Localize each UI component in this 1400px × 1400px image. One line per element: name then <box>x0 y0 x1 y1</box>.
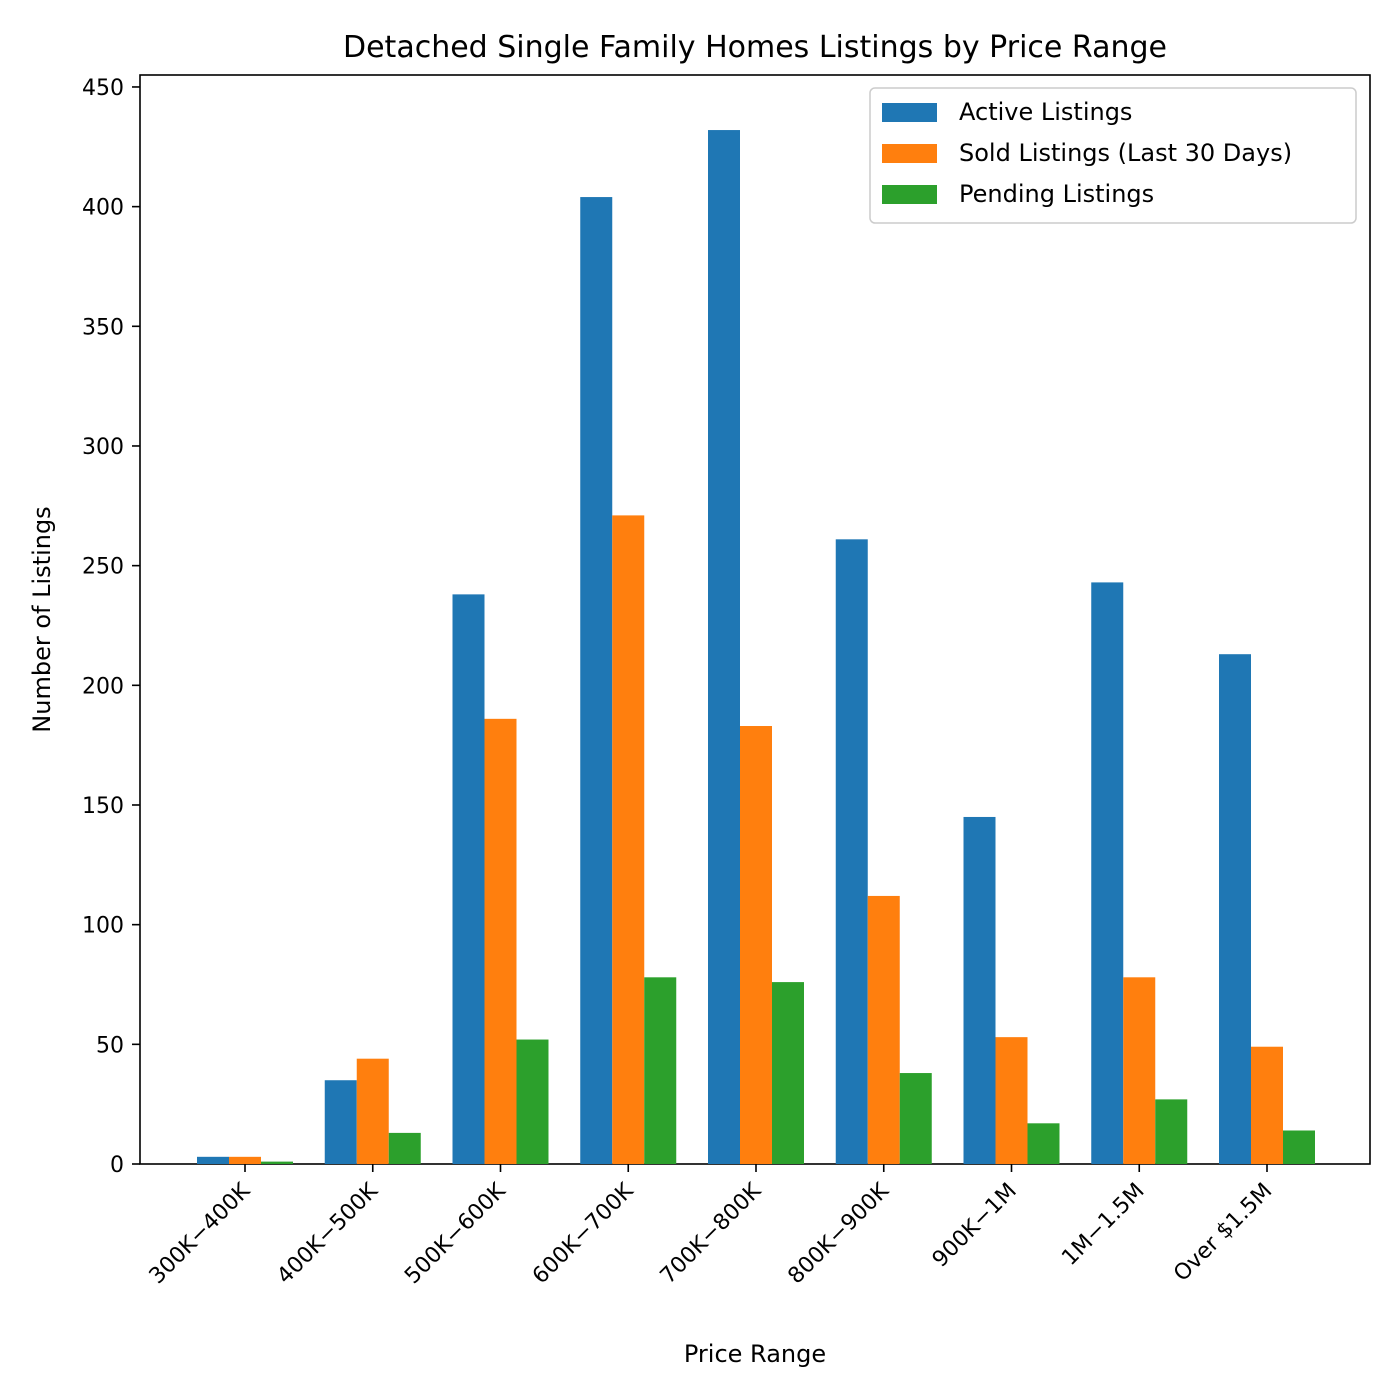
bar-3-9 <box>1283 1130 1315 1164</box>
y-tick-label-9: 400 <box>82 196 124 221</box>
y-tick-label-6: 250 <box>82 555 124 580</box>
legend-swatch-3 <box>882 185 937 204</box>
chart-title: Detached Single Family Homes Listings by… <box>343 30 1167 65</box>
legend-box <box>869 87 1357 224</box>
x-axis-label: Price Range <box>684 1340 826 1368</box>
x-tick-label-5: 700K−800K <box>656 1178 767 1289</box>
bar-3-6 <box>899 1073 932 1164</box>
bar-2-2 <box>356 1058 389 1164</box>
bar-1-4 <box>580 197 613 1164</box>
bar-3-8 <box>1155 1099 1188 1164</box>
legend-swatch-1 <box>882 103 937 122</box>
bar-2-6 <box>867 895 900 1164</box>
y-tick-label-1: 0 <box>110 1153 124 1178</box>
legend: Active Listings Sold Listings (Last 30 Da… <box>869 87 1357 224</box>
bar-1-3 <box>452 594 485 1164</box>
x-tick-label-1: 300K−400K <box>145 1178 256 1289</box>
bar-1-6 <box>835 539 868 1164</box>
bar-2-3 <box>484 718 517 1164</box>
bar-2-9 <box>1251 1046 1283 1164</box>
bar-2-7 <box>995 1037 1028 1164</box>
legend-label-2: Sold Listings (Last 30 Days) <box>959 139 1292 167</box>
bars-group <box>197 130 1315 1164</box>
bar-3-5 <box>772 982 804 1164</box>
y-tick-label-5: 200 <box>82 674 124 699</box>
y-tick-label-10: 450 <box>82 76 124 101</box>
bar-3-7 <box>1027 1123 1060 1164</box>
x-tick-label-9: Over $1.5M <box>1169 1179 1277 1287</box>
x-tick-label-8: 1M−1.5M <box>1057 1179 1149 1271</box>
legend-swatch-2 <box>882 144 937 163</box>
y-tick-label-2: 50 <box>96 1033 124 1058</box>
bar-2-4 <box>612 515 645 1164</box>
y-tick-label-4: 150 <box>82 794 124 819</box>
legend-label-3: Pending Listings <box>959 180 1154 208</box>
y-tick-label-3: 100 <box>82 914 124 939</box>
y-axis: 0 50 100 150 200 250 300 350 400 450 <box>82 76 140 1178</box>
bar-3-2 <box>388 1132 421 1164</box>
bar-1-7 <box>963 816 996 1164</box>
bar-2-5 <box>740 726 772 1164</box>
bar-3-1 <box>261 1161 293 1164</box>
y-tick-label-7: 300 <box>82 435 124 460</box>
x-tick-label-3: 500K−600K <box>400 1178 511 1289</box>
bar-1-5 <box>708 130 740 1164</box>
bar-2-8 <box>1123 977 1156 1164</box>
bar-3-3 <box>516 1039 549 1164</box>
bar-3-4 <box>644 977 677 1164</box>
bar-2-1 <box>229 1156 261 1164</box>
y-tick-label-8: 350 <box>82 315 124 340</box>
x-tick-label-7: 900K−1M <box>928 1179 1022 1273</box>
bar-1-9 <box>1219 654 1251 1164</box>
x-tick-label-2: 400K−500K <box>272 1178 383 1289</box>
legend-label-1: Active Listings <box>959 98 1132 126</box>
bar-1-1 <box>197 1156 229 1164</box>
x-tick-label-6: 800K−900K <box>783 1178 894 1289</box>
y-axis-label: Number of Listings <box>28 506 56 732</box>
x-tick-label-4: 600K−700K <box>528 1178 639 1289</box>
x-axis: 300K−400K 400K−500K 500K−600K 600K−700K 700K… <box>145 1164 1277 1289</box>
bar-1-8 <box>1091 582 1124 1164</box>
bar-1-2 <box>324 1080 357 1164</box>
